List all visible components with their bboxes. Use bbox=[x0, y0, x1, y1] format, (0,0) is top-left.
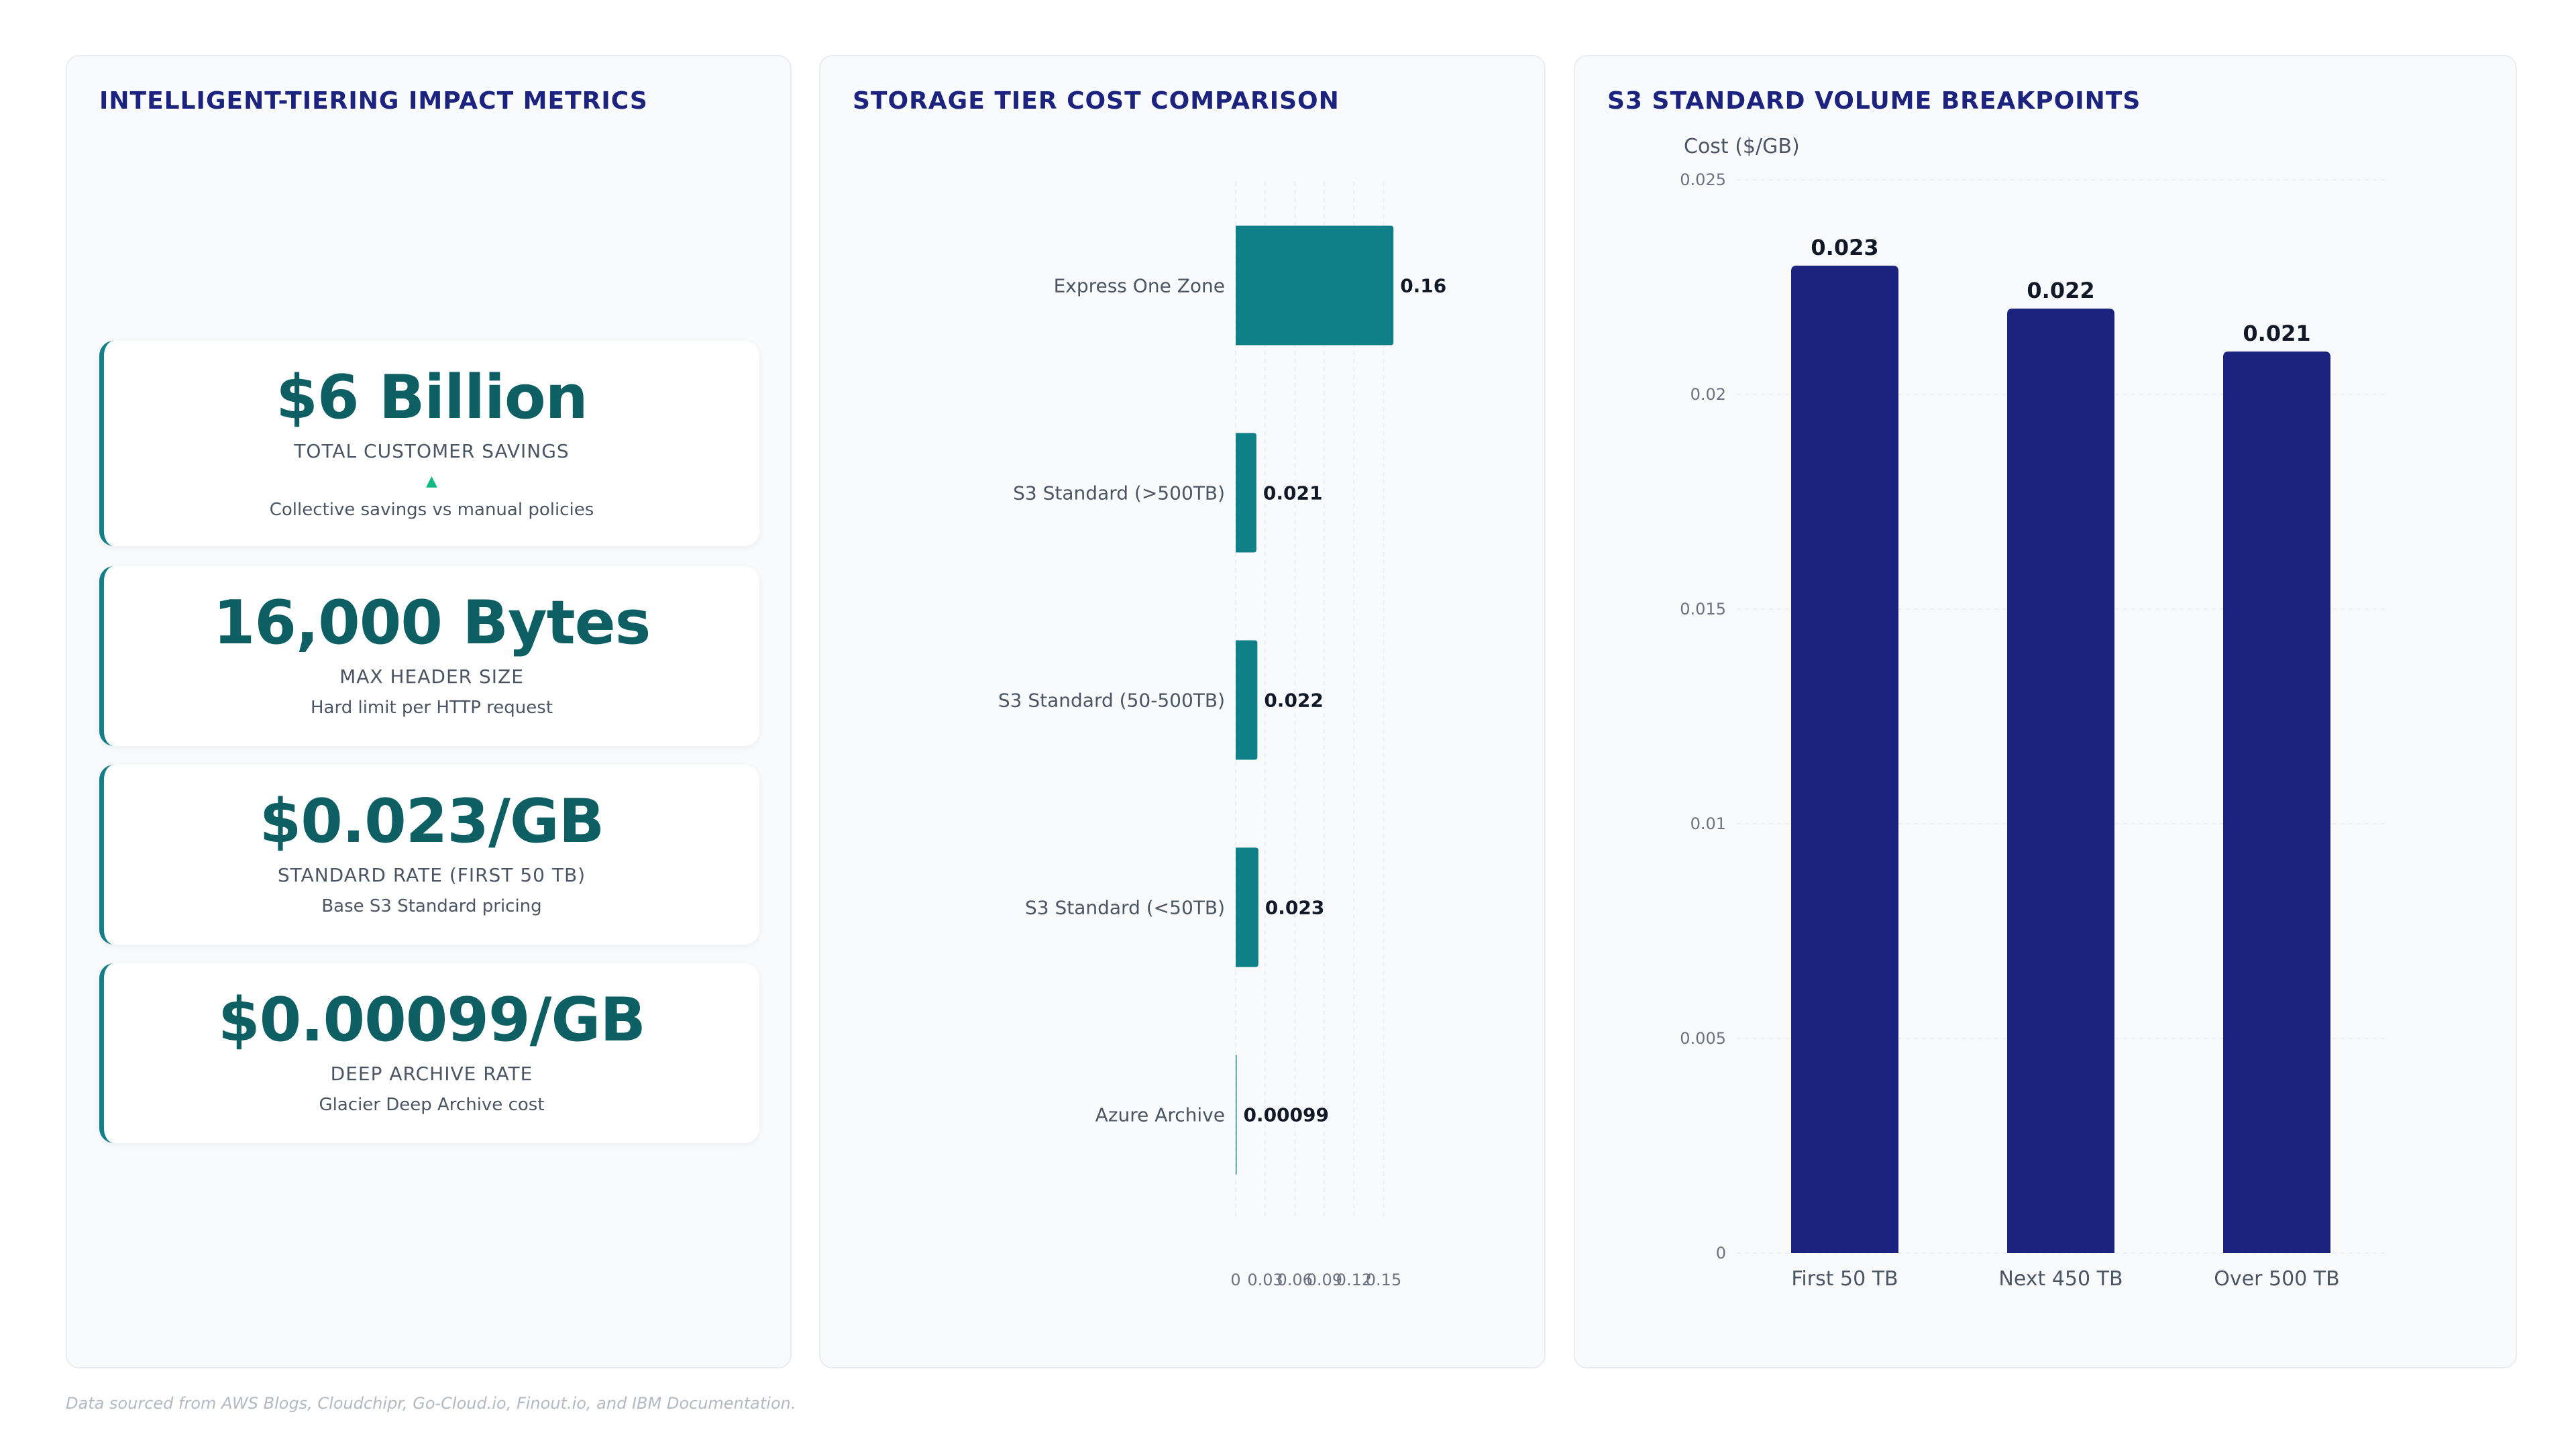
metric-description: Base S3 Standard pricing bbox=[321, 896, 542, 916]
metric-description: Collective savings vs manual policies bbox=[269, 500, 594, 520]
x-tick-label: 0.15 bbox=[1366, 1271, 1401, 1289]
category-label: Azure Archive bbox=[1095, 1104, 1225, 1126]
metric-description: Hard limit per HTTP request bbox=[310, 698, 553, 718]
metric-description: Glacier Deep Archive cost bbox=[319, 1095, 545, 1115]
panel-title: STORAGE TIER COST COMPARISON bbox=[853, 87, 1340, 115]
panel-title: S3 STANDARD VOLUME BREAKPOINTS bbox=[1607, 87, 2141, 115]
category-label: Express One Zone bbox=[1054, 275, 1225, 297]
tier-cost-panel: STORAGE TIER COST COMPARISON 0 0.03 0.06 0.… bbox=[819, 55, 1546, 1368]
metric-label: MAX HEADER SIZE bbox=[339, 665, 524, 688]
category-label: S3 Standard (<50TB) bbox=[1025, 897, 1225, 919]
y-tick-label: 0.02 bbox=[1690, 385, 1726, 404]
data-label: 0.022 bbox=[1264, 690, 1324, 712]
bar bbox=[1236, 640, 1258, 760]
y-tick-label: 0.005 bbox=[1680, 1029, 1726, 1048]
x-tick-label: 0.12 bbox=[1336, 1271, 1372, 1289]
metrics-panel: INTELLIGENT-TIERING IMPACT METRICS $6 Bi… bbox=[66, 55, 792, 1368]
x-tick-label: 0.06 bbox=[1277, 1271, 1312, 1289]
panel-title: INTELLIGENT-TIERING IMPACT METRICS bbox=[99, 87, 648, 115]
x-tick-label: 0.03 bbox=[1247, 1271, 1283, 1289]
x-tick-label: 0.09 bbox=[1307, 1271, 1342, 1289]
y-axis-title: Cost ($/GB) bbox=[1684, 135, 1800, 158]
bar bbox=[1791, 266, 1898, 1253]
tier-cost-chart: 0 0.030.060.090.120.15 Express One Zone 0.1… bbox=[998, 182, 1446, 1289]
metric-value: $6 Billion bbox=[276, 362, 588, 433]
category-label: First 50 TB bbox=[1791, 1267, 1898, 1291]
bar bbox=[2223, 352, 2330, 1253]
volume-breakpoints-chart: 0 0.005 0.01 0.015 0.02 0.025 Cost ($/GB) 0.023… bbox=[1680, 135, 2385, 1291]
metric-value: $0.00099/GB bbox=[218, 985, 646, 1055]
source-footnote: Data sourced from AWS Blogs, Cloudchipr,… bbox=[66, 1394, 796, 1413]
bar bbox=[2007, 309, 2114, 1253]
bar bbox=[1236, 433, 1256, 553]
metric-card-standard-rate: $0.023/GB STANDARD RATE (FIRST 50 TB) Ba… bbox=[99, 765, 759, 945]
bar bbox=[1236, 847, 1258, 967]
metric-label: TOTAL CUSTOMER SAVINGS bbox=[294, 440, 570, 462]
metric-value: $0.023/GB bbox=[259, 786, 605, 857]
y-tick-label: 0.015 bbox=[1680, 600, 1726, 619]
category-label: Next 450 TB bbox=[1998, 1267, 2123, 1291]
data-label: 0.16 bbox=[1400, 275, 1446, 297]
metric-label: DEEP ARCHIVE RATE bbox=[330, 1063, 533, 1085]
category-label: S3 Standard (>500TB) bbox=[1013, 482, 1225, 504]
data-label: 0.023 bbox=[1811, 235, 1878, 260]
category-label: S3 Standard (50-500TB) bbox=[998, 690, 1225, 712]
metric-label: STANDARD RATE (FIRST 50 TB) bbox=[277, 864, 586, 886]
data-label: 0.022 bbox=[2027, 278, 2094, 303]
volume-breakpoints-panel: S3 STANDARD VOLUME BREAKPOINTS 0 0.005 0.0… bbox=[1574, 55, 2517, 1368]
y-tick-label: 0.025 bbox=[1680, 170, 1726, 189]
data-label: 0.023 bbox=[1265, 897, 1325, 919]
y-tick-label: 0.01 bbox=[1690, 814, 1726, 833]
metric-card-deep-archive: $0.00099/GB DEEP ARCHIVE RATE Glacier De… bbox=[99, 963, 759, 1143]
trend-up-icon: ▲ bbox=[426, 473, 437, 490]
y-tick-label: 0 bbox=[1716, 1244, 1726, 1263]
data-label: 0.021 bbox=[2243, 321, 2310, 346]
data-label: 0.021 bbox=[1263, 482, 1323, 504]
data-label: 0.00099 bbox=[1243, 1104, 1329, 1126]
x-tick-label: 0 bbox=[1230, 1271, 1240, 1289]
bar bbox=[1236, 225, 1394, 345]
metric-card-header-size: 16,000 Bytes MAX HEADER SIZE Hard limit … bbox=[99, 566, 759, 746]
category-label: Over 500 TB bbox=[2214, 1267, 2339, 1291]
metric-value: 16,000 Bytes bbox=[213, 588, 651, 658]
metric-card-savings: $6 Billion TOTAL CUSTOMER SAVINGS ▲ Coll… bbox=[99, 341, 759, 546]
